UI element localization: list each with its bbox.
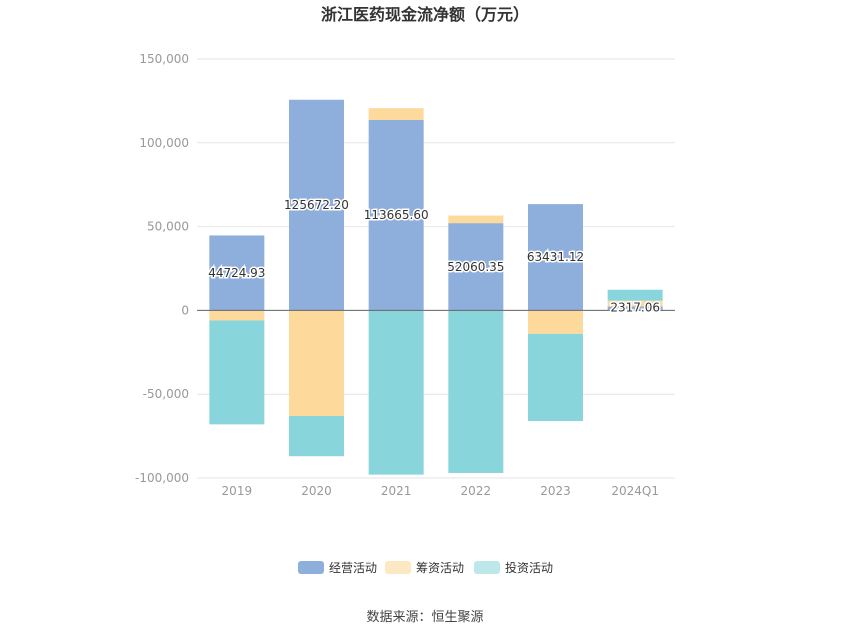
- data-label: 2317.06: [610, 300, 660, 314]
- bar-segment: [448, 310, 504, 473]
- source-note: 数据来源：恒生聚源: [366, 610, 483, 625]
- legend-label: 经营活动: [329, 561, 377, 575]
- legend-swatch: [298, 561, 324, 574]
- data-labels: 44724.93 125672.20 113665.60 52060.35 63431.…: [207, 197, 662, 316]
- y-axis: 150,000 100,000 50,000 0 -50,000 -100,000: [135, 52, 189, 485]
- bar-segment: [289, 310, 344, 416]
- data-label: 125672.20: [284, 198, 349, 212]
- x-axis: 2019 2020 2021 2022 2023 2024Q1: [222, 484, 659, 498]
- legend-swatch: [385, 561, 411, 574]
- x-tick-label: 2020: [301, 484, 332, 498]
- y-tick-label: 100,000: [139, 136, 189, 150]
- bar-segment: [368, 310, 424, 475]
- chart-title: 浙江医药现金流净额（万元）: [321, 5, 529, 24]
- bar-segment: [448, 223, 504, 311]
- bar-segment: [368, 119, 424, 311]
- bar-segment: [607, 306, 663, 311]
- legend-swatch: [474, 561, 500, 574]
- data-label: 52060.35: [447, 260, 504, 274]
- bar-segment: [528, 333, 583, 422]
- y-tick-label: 50,000: [147, 220, 189, 234]
- y-tick-label: 0: [181, 303, 189, 317]
- bar-segment: [607, 300, 663, 307]
- bar-segment: [528, 204, 583, 311]
- y-tick-label: -100,000: [135, 471, 189, 485]
- grid-lines: [197, 58, 675, 479]
- x-tick-label: 2024Q1: [611, 484, 659, 498]
- legend-label: 筹资活动: [416, 561, 464, 575]
- bars: [209, 99, 663, 475]
- legend: 经营活动 筹资活动 投资活动: [298, 560, 553, 575]
- bar-segment: [289, 99, 344, 311]
- x-tick-label: 2023: [540, 484, 571, 498]
- bar-segment: [209, 320, 265, 425]
- bar-segment: [448, 215, 504, 224]
- x-tick-label: 2019: [222, 484, 253, 498]
- bar-segment: [528, 310, 583, 334]
- data-label: 44724.93: [208, 266, 265, 280]
- bar-segment: [607, 289, 663, 301]
- data-label: 113665.60: [364, 208, 429, 222]
- y-tick-label: 150,000: [139, 52, 189, 66]
- x-tick-label: 2021: [381, 484, 412, 498]
- bar-segment: [209, 235, 265, 311]
- bar-segment: [289, 415, 344, 457]
- bar-segment: [209, 310, 265, 321]
- data-label: 63431.12: [527, 250, 584, 264]
- y-tick-label: -50,000: [143, 387, 189, 401]
- bar-segment: [368, 108, 424, 120]
- legend-label: 投资活动: [505, 560, 553, 575]
- x-tick-label: 2022: [461, 484, 492, 498]
